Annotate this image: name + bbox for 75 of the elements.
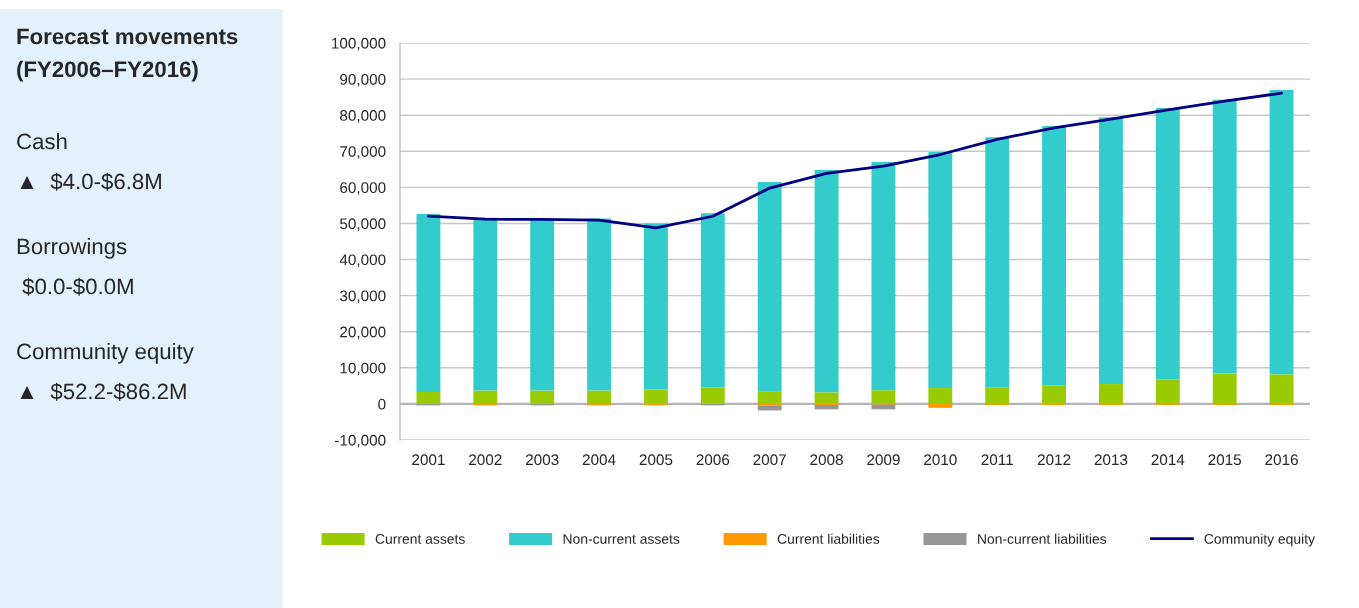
bar [473, 217, 498, 391]
bar [928, 403, 953, 408]
bar [1155, 379, 1180, 404]
y-tick-label: 40,000 [339, 254, 386, 268]
bar [1212, 99, 1237, 374]
bar [416, 392, 441, 404]
bar [1155, 107, 1180, 380]
bar [1269, 89, 1294, 375]
y-tick-label: 50,000 [340, 218, 386, 231]
bar [928, 388, 953, 404]
y-tick-label: 80,000 [340, 110, 386, 123]
x-tick-label: 2009 [867, 454, 900, 466]
y-tick-label: 0 [378, 398, 386, 410]
x-tick-label: 2002 [469, 454, 502, 466]
x-tick-label: 2004 [582, 454, 616, 466]
y-tick-label: 100,000 [332, 37, 386, 51]
bar [814, 170, 839, 393]
line-series [427, 91, 1283, 230]
bar [587, 218, 612, 391]
bar [416, 214, 441, 392]
bar [530, 390, 555, 404]
y-tick-label: -10,000 [334, 434, 386, 448]
bar [1042, 126, 1067, 386]
x-tick-label: 2008 [810, 454, 843, 466]
bar [928, 151, 953, 389]
bar [814, 392, 839, 404]
bar [1098, 117, 1123, 385]
bar [1098, 384, 1123, 404]
bar [1269, 374, 1294, 404]
x-tick-label: 2005 [639, 454, 673, 466]
bar [871, 162, 896, 391]
text: Forecast movements (FY2006–FY2016) [17, 28, 238, 82]
bar [473, 390, 498, 404]
legend-label: Current liabilities [777, 533, 880, 544]
bar [985, 137, 1010, 388]
x-tick-label: 2007 [753, 454, 786, 466]
text: Community equity [17, 343, 194, 364]
y-tick-label: 10,000 [340, 362, 386, 376]
x-tick-label: 2010 [924, 454, 957, 466]
legend-label: Non-current liabilities [978, 533, 1107, 544]
bar [643, 389, 668, 404]
bar [530, 219, 555, 391]
bar [757, 181, 782, 392]
legend-label: Current assets [375, 534, 465, 544]
x-tick-label: 2003 [525, 454, 559, 466]
bar [587, 390, 612, 404]
text: Cash [17, 133, 67, 150]
x-tick-label: 2016 [1265, 454, 1298, 466]
bar [1212, 373, 1237, 404]
x-tick-label: 2015 [1208, 454, 1242, 466]
text: Borrowings [17, 238, 127, 259]
y-tick-label: 30,000 [339, 290, 386, 304]
y-tick-label: 90,000 [340, 73, 386, 87]
bar [643, 223, 668, 390]
x-tick-label: 2013 [1094, 454, 1128, 466]
bar [814, 404, 839, 410]
bar [1042, 385, 1067, 404]
bar [700, 387, 725, 404]
legend-label: Non-current assets [563, 534, 680, 544]
text: ▲ $4.0-$6.8M [20, 172, 161, 191]
x-tick-label: 2001 [412, 454, 445, 466]
x-tick-label: 2006 [696, 454, 730, 466]
bar [700, 213, 725, 388]
text: ▲ $52.2-$86.2M [20, 382, 186, 401]
x-tick-label: 2014 [1151, 454, 1185, 466]
y-tick-label: 60,000 [340, 182, 386, 195]
y-tick-label: 70,000 [340, 146, 386, 159]
bar [985, 387, 1010, 404]
x-tick-label: 2012 [1037, 454, 1071, 466]
text: $0.0-$0.0M [22, 277, 133, 296]
y-tick-label: 20,000 [340, 326, 386, 340]
legend-label: Community equity [1204, 533, 1315, 547]
bar [757, 391, 782, 404]
x-tick-label: 2011 [981, 454, 1013, 466]
bar [871, 390, 896, 404]
